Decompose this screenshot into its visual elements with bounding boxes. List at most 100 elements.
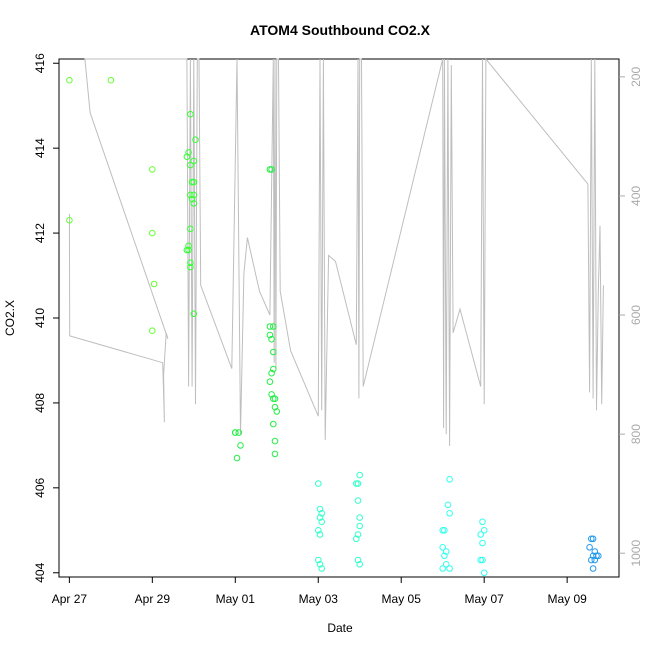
data-point (232, 429, 239, 436)
x-tick-label: May 03 (299, 592, 339, 606)
data-point (237, 442, 244, 449)
points-layer (66, 76, 602, 577)
x-tick-label: May 09 (547, 592, 587, 606)
data-point (446, 565, 453, 572)
x-tick-label: Apr 29 (135, 592, 171, 606)
data-point (354, 556, 362, 564)
data-point (480, 569, 488, 577)
data-point (190, 200, 198, 207)
data-point (149, 327, 156, 335)
data-point (270, 365, 277, 373)
data-point (591, 548, 599, 555)
data-point (442, 561, 450, 568)
data-point (446, 510, 453, 517)
data-point (353, 535, 360, 543)
data-point (318, 565, 326, 572)
data-point (477, 556, 485, 564)
data-point (354, 531, 362, 538)
data-point (270, 323, 277, 330)
data-point (316, 531, 324, 538)
data-point (235, 429, 243, 436)
data-point (268, 391, 275, 398)
data-point (190, 178, 198, 186)
data-point (356, 561, 364, 568)
data-point (273, 408, 281, 415)
data-point (354, 480, 362, 487)
data-point (271, 450, 279, 458)
data-point (588, 556, 595, 564)
data-point (354, 497, 362, 504)
x-tick-label: May 01 (216, 592, 256, 606)
data-point (268, 335, 275, 343)
x-tick-label: Apr 27 (52, 592, 88, 606)
data-point (316, 561, 324, 568)
secondary-series-layer (68, 57, 604, 447)
y-tick-label: 414 (33, 138, 47, 158)
data-point (268, 369, 275, 377)
data-point (441, 527, 448, 534)
data-point (442, 548, 450, 555)
secondary-series-line (68, 57, 604, 447)
data-point (595, 552, 602, 560)
data-point (589, 565, 597, 572)
data-point (593, 552, 600, 560)
y2-tick-label: 600 (629, 305, 643, 325)
data-point (183, 153, 191, 160)
data-point (270, 420, 277, 428)
y2-tick-label: 1000 (629, 540, 643, 567)
data-point (66, 76, 73, 84)
data-point (266, 323, 274, 330)
plot-frame (58, 58, 620, 578)
y2-tick-label: 200 (629, 67, 643, 87)
data-point (190, 157, 198, 165)
data-point (187, 191, 194, 199)
data-point (187, 110, 194, 118)
data-point (190, 310, 198, 318)
data-point (107, 76, 115, 84)
data-point (441, 552, 448, 560)
data-point (150, 280, 158, 288)
data-point (479, 518, 486, 526)
data-point (266, 331, 274, 339)
data-point (439, 565, 447, 572)
data-point (271, 395, 279, 403)
data-point (356, 471, 364, 479)
data-point (315, 480, 322, 487)
y2-tick-label: 800 (629, 424, 643, 444)
y-axis-ticks: 404 406 408 410 412 414 416 (33, 53, 59, 583)
y-tick-label: 404 (33, 562, 47, 582)
data-point (315, 556, 322, 564)
y-tick-label: 408 (33, 393, 47, 413)
data-point (270, 348, 277, 356)
data-point (316, 514, 324, 521)
x-tick-label: May 07 (465, 592, 505, 606)
y-tick-label: 410 (33, 308, 47, 328)
data-point (185, 246, 192, 254)
secondary-y-axis-ticks: 200 400 600 800 1000 (619, 67, 643, 567)
data-point (439, 544, 447, 551)
data-point (187, 259, 194, 267)
data-point (591, 556, 599, 564)
data-point (149, 166, 156, 173)
data-point (188, 195, 196, 203)
data-point (271, 403, 279, 411)
data-point (588, 535, 595, 543)
data-point (149, 229, 156, 237)
data-point (318, 518, 326, 526)
data-point (192, 136, 199, 143)
data-point (187, 263, 194, 271)
data-point (480, 527, 488, 534)
data-point (271, 437, 279, 445)
data-point (444, 501, 452, 509)
data-point (589, 535, 597, 543)
data-point (479, 539, 486, 547)
data-point (187, 225, 194, 233)
data-point (187, 161, 194, 169)
data-point (586, 544, 593, 551)
data-point (185, 149, 192, 156)
data-point (318, 510, 326, 517)
y-tick-label: 416 (33, 53, 47, 73)
data-point (356, 522, 364, 530)
data-point (316, 505, 324, 513)
